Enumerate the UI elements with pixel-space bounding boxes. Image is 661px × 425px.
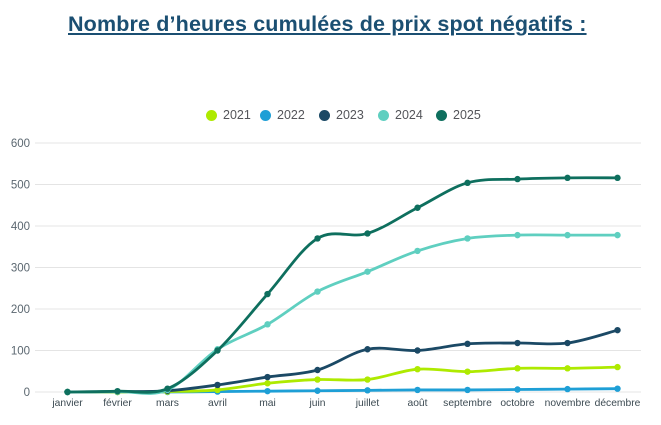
svg-text:300: 300	[11, 263, 30, 275]
svg-text:novembre: novembre	[545, 398, 591, 409]
svg-text:400: 400	[11, 221, 30, 233]
svg-text:janvier: janvier	[51, 398, 83, 409]
svg-text:0: 0	[24, 387, 30, 399]
svg-text:600: 600	[11, 138, 30, 150]
svg-text:août: août	[407, 398, 427, 409]
svg-text:100: 100	[11, 346, 30, 358]
svg-text:mars: mars	[156, 398, 179, 409]
svg-text:septembre: septembre	[443, 398, 492, 409]
svg-text:500: 500	[11, 180, 30, 192]
svg-text:200: 200	[11, 304, 30, 316]
svg-text:juillet: juillet	[355, 398, 380, 409]
svg-text:mai: mai	[259, 398, 276, 409]
svg-text:avril: avril	[208, 398, 227, 409]
svg-text:décembre: décembre	[595, 398, 641, 409]
svg-text:juin: juin	[308, 398, 325, 409]
svg-text:octobre: octobre	[500, 398, 535, 409]
svg-text:février: février	[103, 398, 132, 409]
